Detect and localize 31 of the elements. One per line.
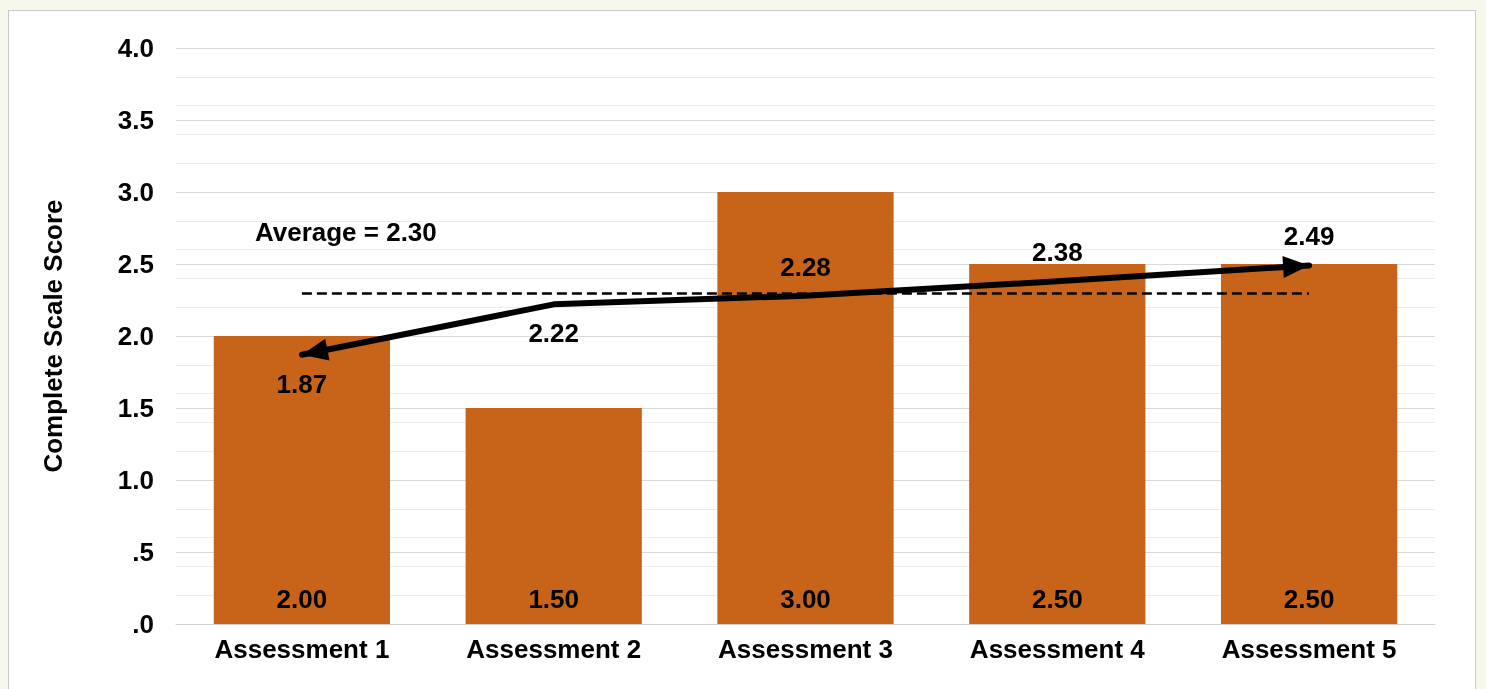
x-tick-label: Assessment 3 xyxy=(718,634,893,664)
x-tick-label: Assessment 2 xyxy=(466,634,642,664)
data-label: 2.49 xyxy=(1283,221,1335,252)
y-tick-label: 3.0 xyxy=(117,177,154,207)
ref-line-label: Average = 2.30 xyxy=(254,216,437,247)
y-tick-label: 1.0 xyxy=(117,465,154,495)
y-tick-label: 2.5 xyxy=(117,249,154,279)
y-tick-label: 2.0 xyxy=(117,321,154,351)
data-label: 2.22 xyxy=(528,318,579,349)
data-label: 2.28 xyxy=(780,251,831,282)
data-label: 2.50 xyxy=(1032,584,1083,614)
x-tick-label: Assessment 4 xyxy=(969,634,1146,664)
x-tick-label: Assessment 5 xyxy=(1221,634,1397,664)
bar xyxy=(213,336,391,624)
x-tick-label: Assessment 1 xyxy=(214,634,390,664)
y-tick-label: .0 xyxy=(132,609,154,639)
bar xyxy=(969,264,1146,624)
data-label: 2.50 xyxy=(1283,584,1335,614)
y-tick-label: 1.5 xyxy=(117,393,154,423)
bar xyxy=(717,192,894,624)
y-tick-label: .5 xyxy=(132,537,154,567)
data-label: 1.50 xyxy=(528,584,579,614)
bar xyxy=(465,408,642,624)
y-axis-title: Complete Scale Score xyxy=(38,199,68,473)
data-label: 3.00 xyxy=(780,584,831,614)
data-label: 2.00 xyxy=(276,584,328,614)
data-label: 2.38 xyxy=(1032,237,1083,268)
y-tick-label: 3.5 xyxy=(117,105,154,135)
data-label: 1.87 xyxy=(276,368,328,399)
y-tick-label: 4.0 xyxy=(117,33,154,63)
bar xyxy=(1220,264,1398,624)
